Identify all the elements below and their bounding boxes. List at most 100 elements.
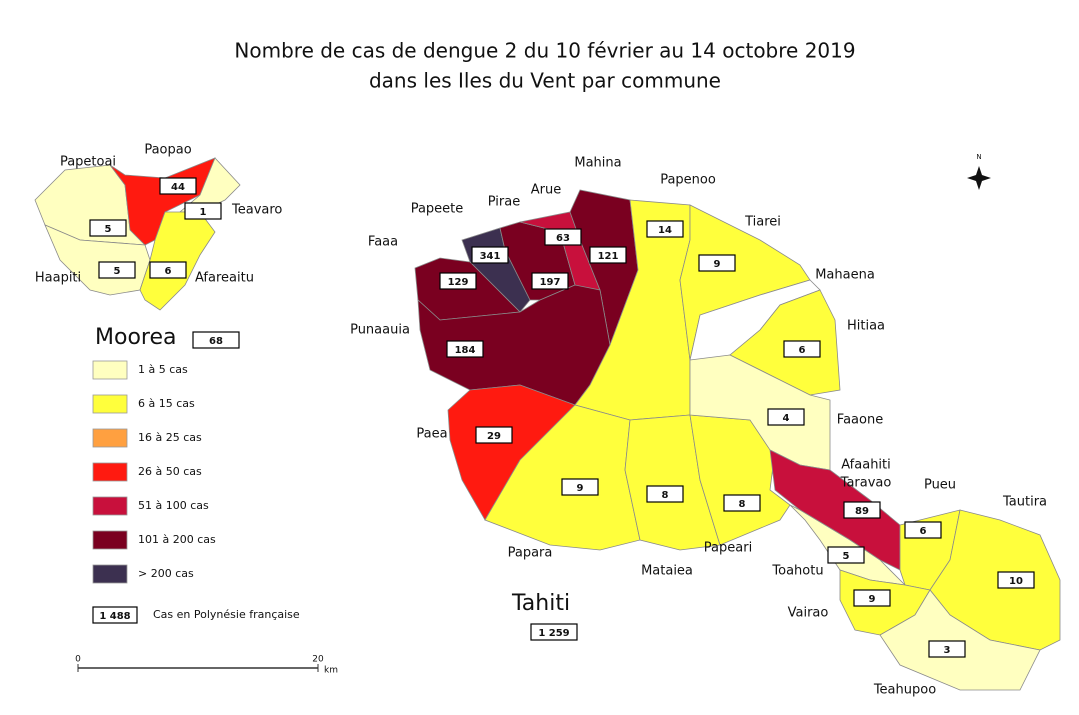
island-name: Moorea — [95, 325, 176, 350]
count-box — [192, 331, 240, 349]
count-box — [853, 589, 891, 607]
count-label: 9 — [869, 594, 876, 605]
island-name: Tahiti — [511, 591, 570, 616]
count-box — [646, 220, 684, 238]
count-label: 8 — [739, 499, 746, 510]
count-label: 44 — [171, 182, 185, 193]
commune-name: Afareaitu — [195, 271, 254, 286]
count-box — [904, 521, 942, 539]
count-box — [471, 246, 509, 264]
commune-name: Faaone — [837, 413, 883, 428]
count-label: 4 — [783, 413, 790, 424]
count-label: 1 — [200, 207, 207, 218]
commune-name: Arue — [531, 183, 561, 198]
count-label: 5 — [105, 224, 112, 235]
count-box — [561, 478, 599, 496]
count-label: 121 — [598, 251, 619, 262]
commune-name: Paopao — [144, 143, 191, 158]
commune-name: Papara — [508, 546, 553, 561]
count-box — [827, 546, 865, 564]
count-box — [98, 261, 136, 279]
count-box — [698, 254, 736, 272]
commune-name: Afaahiti — [841, 458, 891, 473]
legend-label: 16 à 25 cas — [138, 431, 202, 444]
commune-name: Papenoo — [660, 173, 716, 188]
count-label: 6 — [920, 526, 927, 537]
communes — [34, 157, 1061, 691]
legend-total-caption: Cas en Polynésie française — [153, 608, 300, 621]
count-label: 29 — [487, 431, 501, 442]
commune-name: Faaa — [368, 235, 398, 250]
count-label: 68 — [209, 336, 223, 347]
count-box — [89, 219, 127, 237]
commune-name: Toahotu — [771, 564, 823, 579]
legend-label: > 200 cas — [138, 567, 194, 580]
commune-name: Tautira — [1002, 495, 1047, 510]
count-label: 6 — [165, 266, 172, 277]
count-box — [589, 246, 627, 264]
legend-label: 51 à 100 cas — [138, 499, 209, 512]
count-label: 6 — [799, 345, 806, 356]
count-box — [184, 202, 222, 220]
count-box — [544, 228, 582, 246]
commune-name: Papetoai — [60, 155, 116, 170]
title: Nombre de cas de dengue 2 du 10 février … — [234, 39, 855, 63]
commune-name: Hitiaa — [847, 319, 885, 334]
count-label: 184 — [455, 345, 476, 356]
commune-name: Mataiea — [641, 564, 693, 579]
count-box — [531, 272, 569, 290]
legend-swatch — [92, 564, 128, 584]
title: dans les Iles du Vent par commune — [369, 69, 721, 93]
count-label: 14 — [658, 225, 672, 236]
count-box — [92, 606, 138, 624]
count-box — [530, 623, 578, 641]
scale-unit: km — [324, 666, 338, 676]
legend-label: 26 à 50 cas — [138, 465, 202, 478]
commune-name: Punaauia — [350, 323, 410, 338]
legend-label: 1 à 5 cas — [138, 363, 188, 376]
commune-area — [879, 589, 1041, 691]
count-label: 8 — [662, 490, 669, 501]
legend-label: 101 à 200 cas — [138, 533, 216, 546]
legend-label: 6 à 15 cas — [138, 397, 195, 410]
count-box — [723, 494, 761, 512]
commune-name: Mahina — [574, 156, 621, 171]
legend-swatch — [92, 496, 128, 516]
commune-name: Papeari — [704, 541, 752, 556]
count-label: 1 488 — [99, 611, 130, 622]
count-box — [446, 340, 484, 358]
commune-name: Taravao — [840, 476, 892, 491]
north-label: N — [976, 153, 981, 161]
commune-name: Papeete — [411, 202, 464, 217]
count-box — [475, 426, 513, 444]
count-box — [767, 408, 805, 426]
legend-swatch — [92, 428, 128, 448]
commune-name: Haapiti — [35, 271, 81, 286]
count-box — [997, 571, 1035, 589]
count-label: 129 — [448, 277, 469, 288]
commune-name: Tiarei — [744, 215, 781, 230]
legend-swatch — [92, 360, 128, 380]
count-box — [928, 640, 966, 658]
count-label: 9 — [577, 483, 584, 494]
count-label: 5 — [843, 551, 850, 562]
count-box — [646, 485, 684, 503]
compass: N — [967, 153, 991, 190]
count-box — [159, 177, 197, 195]
count-box — [439, 272, 477, 290]
commune-name: Paea — [416, 427, 447, 442]
count-label: 9 — [714, 259, 721, 270]
commune-name: Pirae — [488, 195, 520, 210]
count-box — [843, 501, 881, 519]
count-label: 197 — [540, 277, 561, 288]
count-label: 1 259 — [538, 628, 569, 639]
count-box — [149, 261, 187, 279]
legend-swatch — [92, 530, 128, 550]
count-label: 10 — [1009, 576, 1023, 587]
legend-swatch — [92, 394, 128, 414]
scale-label: 20 — [312, 655, 324, 665]
compass-star — [967, 166, 991, 190]
count-label: 3 — [944, 645, 951, 656]
scale-label: 0 — [75, 655, 81, 665]
